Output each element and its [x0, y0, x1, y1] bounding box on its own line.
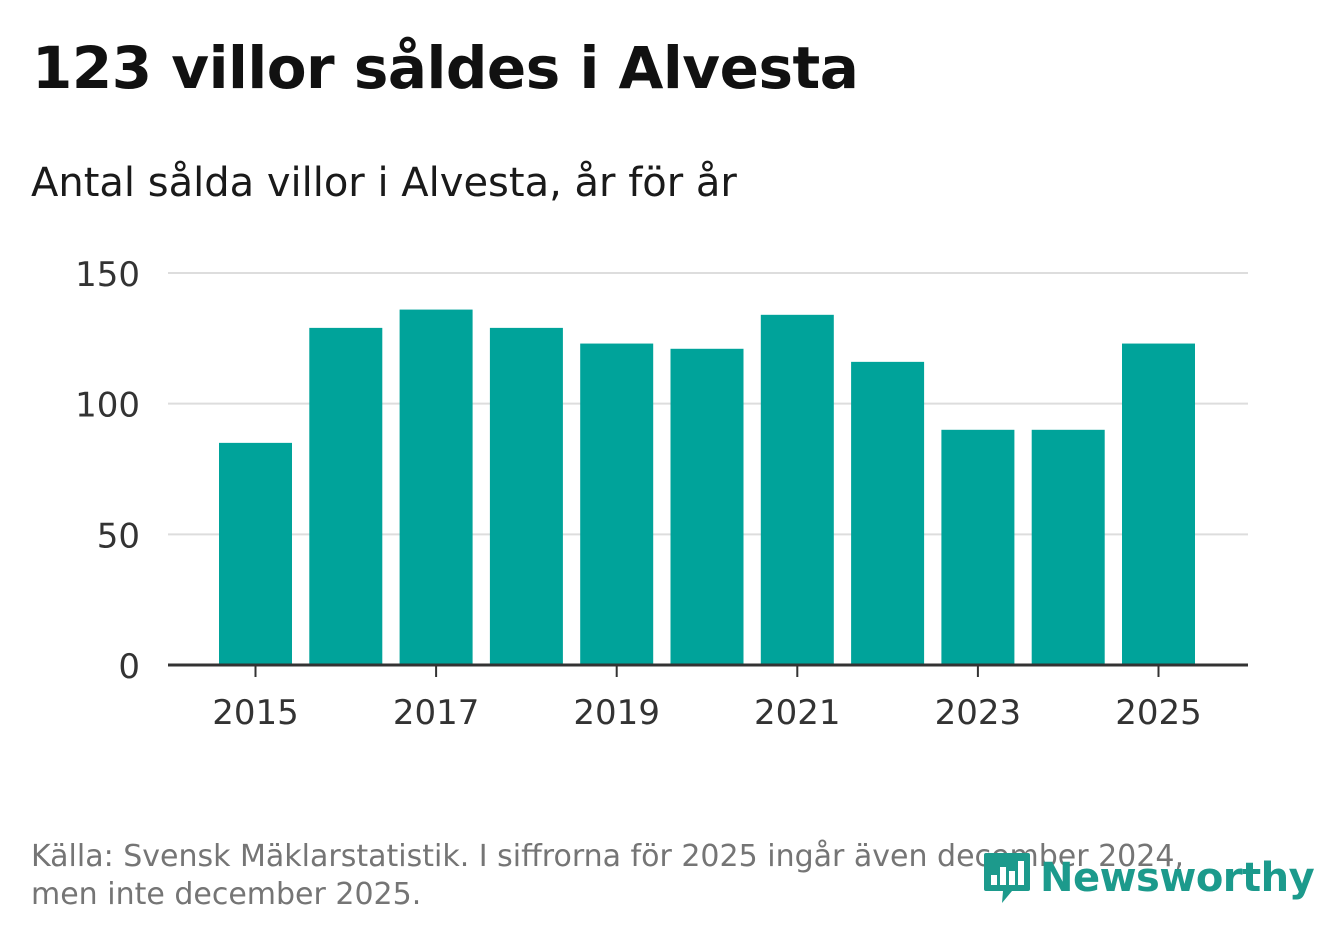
y-tick-label: 50	[97, 516, 140, 556]
x-tick-label: 2019	[573, 693, 660, 733]
bar-2021	[760, 314, 834, 665]
x-tick-label: 2021	[754, 693, 841, 733]
source-line-2: men inte december 2025.	[31, 877, 422, 912]
bar-2025	[1122, 343, 1195, 665]
x-tick-label: 2025	[1115, 693, 1202, 733]
x-tick-label: 2015	[212, 693, 299, 733]
x-tick-label: 2023	[935, 693, 1022, 733]
bar-2016	[309, 327, 383, 665]
bar-2023	[941, 429, 1015, 665]
bar-2015	[219, 442, 292, 665]
bar-2018	[489, 327, 563, 665]
bars	[219, 309, 1195, 665]
axes: 0 50 100 150 2015 2017 2019 2021 2023 2025	[75, 255, 1248, 733]
newsworthy-logo-icon	[984, 853, 1030, 903]
bar-2022	[851, 361, 925, 665]
chart-subtitle: Antal sålda villor i Alvesta, år för år	[31, 160, 737, 206]
bar-chart: 0 50 100 150 2015 2017 2019 2021 2023 2025	[75, 255, 1248, 733]
chart-title: 123 villor såldes i Alvesta	[32, 34, 859, 102]
y-tick-label: 150	[75, 255, 140, 295]
brand-logo: Newsworthy	[982, 848, 1315, 908]
brand-name: Newsworthy	[1040, 855, 1315, 901]
bar-2017	[399, 309, 473, 665]
bar-2024	[1031, 429, 1105, 665]
x-tick-label: 2017	[393, 693, 480, 733]
y-tick-label: 0	[118, 647, 140, 687]
bar-2020	[670, 348, 744, 665]
y-tick-label: 100	[75, 386, 140, 426]
bar-2019	[580, 343, 654, 665]
